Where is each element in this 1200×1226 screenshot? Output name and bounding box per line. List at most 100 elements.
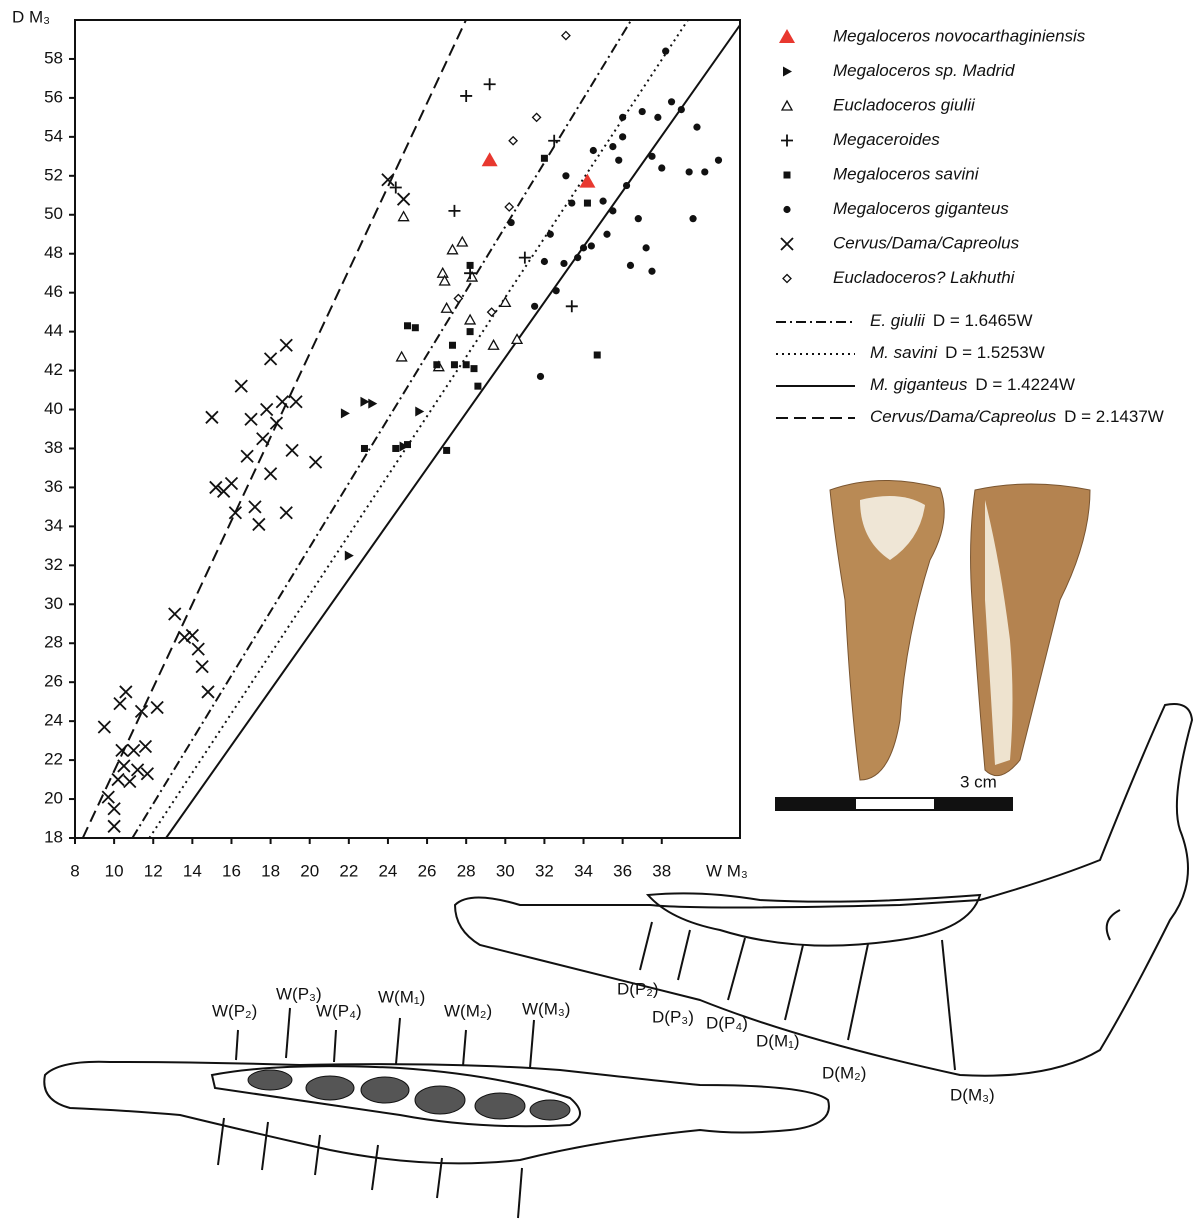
- marker: [98, 721, 110, 733]
- y-tick-label: 52: [44, 165, 63, 184]
- x-tick-label: 28: [457, 861, 476, 880]
- marker: [368, 399, 377, 409]
- x-tick-label: 18: [261, 861, 280, 880]
- legend-label: Megaloceros savini: [833, 164, 980, 183]
- marker: [580, 244, 587, 251]
- marker: [179, 631, 191, 643]
- marker: [206, 411, 218, 423]
- marker: [398, 193, 410, 205]
- marker: [590, 147, 597, 154]
- legend-item: Cervus/Dama/Capreolus: [781, 233, 1020, 252]
- marker: [500, 297, 510, 306]
- legend-marker: [781, 238, 793, 250]
- marker: [609, 143, 616, 150]
- scale-label: 3 cm: [960, 772, 997, 791]
- marker: [404, 322, 411, 329]
- marker: [482, 152, 498, 166]
- x-tick-label: 14: [183, 861, 202, 880]
- marker: [635, 215, 642, 222]
- marker: [541, 155, 548, 162]
- marker: [186, 629, 198, 641]
- legend-marker: [784, 172, 791, 179]
- marker: [488, 308, 496, 316]
- regression-line: [149, 20, 688, 838]
- legend-label: Cervus/Dama/Capreolus: [833, 233, 1020, 252]
- marker: [467, 262, 474, 269]
- legend-item: E. giulii D = 1.6465W: [776, 311, 1033, 330]
- marker: [509, 137, 517, 145]
- marker: [404, 441, 411, 448]
- y-tick-label: 42: [44, 360, 63, 379]
- marker: [627, 262, 634, 269]
- legend-item: Eucladoceros giulii: [782, 95, 976, 114]
- marker: [448, 205, 460, 217]
- marker: [603, 231, 610, 238]
- marker: [463, 361, 470, 368]
- legend-equation: D = 1.6465W: [933, 311, 1033, 330]
- marker: [412, 324, 419, 331]
- marker: [132, 764, 144, 776]
- marker: [276, 396, 288, 408]
- marker: [562, 32, 570, 40]
- marker: [449, 342, 456, 349]
- y-tick-label: 36: [44, 477, 63, 496]
- marker: [360, 397, 369, 407]
- marker: [257, 433, 269, 445]
- legend-marker: [781, 135, 793, 147]
- x-tick-label: 32: [535, 861, 554, 880]
- y-tick-label: 58: [44, 48, 63, 67]
- marker: [241, 450, 253, 462]
- legend-label: Megaloceros sp. Madrid: [833, 61, 1015, 80]
- marker: [689, 215, 696, 222]
- marker: [454, 295, 462, 303]
- x-tick-label: 34: [574, 861, 593, 880]
- x-tick-label: 12: [144, 861, 163, 880]
- y-tick-label: 22: [44, 750, 63, 769]
- marker: [648, 153, 655, 160]
- legend-name: E. giulii: [870, 311, 926, 330]
- marker: [471, 365, 478, 372]
- marker: [392, 445, 399, 452]
- marker: [547, 231, 554, 238]
- jaw-lateral: D(P₂) D(P₃) D(P₄) D(M₁) D(M₂) D(M₃): [455, 704, 1192, 1104]
- depth-label: D(M₁): [756, 1031, 800, 1050]
- marker: [531, 303, 538, 310]
- marker: [654, 114, 661, 121]
- legend-item: Megaceroides: [781, 130, 940, 149]
- legend-item: Megaloceros giganteus: [783, 199, 1009, 218]
- x-tick-label: 38: [652, 861, 671, 880]
- marker: [261, 404, 273, 416]
- marker: [118, 760, 130, 772]
- legend-label: Megaloceros novocarthaginiensis: [833, 26, 1086, 45]
- legend-name: M. giganteus: [870, 375, 968, 394]
- y-tick-label: 32: [44, 555, 63, 574]
- marker: [265, 353, 277, 365]
- x-tick-label: 16: [222, 861, 241, 880]
- marker: [508, 219, 515, 226]
- marker: [108, 803, 120, 815]
- legend-label: E. giulii D = 1.6465W: [870, 311, 1033, 330]
- depth-label: D(P₄): [706, 1013, 748, 1032]
- legend-label: Megaceroides: [833, 130, 940, 149]
- marker: [467, 328, 474, 335]
- marker: [202, 686, 214, 698]
- marker: [648, 268, 655, 275]
- marker: [460, 90, 472, 102]
- regression-line: [166, 20, 744, 838]
- marker: [447, 245, 457, 254]
- marker: [588, 242, 595, 249]
- marker: [253, 518, 265, 530]
- marker: [662, 48, 669, 55]
- x-tick-label: 36: [613, 861, 632, 880]
- marker: [345, 551, 354, 561]
- marker: [562, 172, 569, 179]
- marker: [124, 776, 136, 788]
- y-tick-label: 46: [44, 282, 63, 301]
- depth-label: D(M₃): [950, 1085, 995, 1104]
- marker: [114, 698, 126, 710]
- width-label: W(P₃): [276, 984, 322, 1003]
- marker: [643, 244, 650, 251]
